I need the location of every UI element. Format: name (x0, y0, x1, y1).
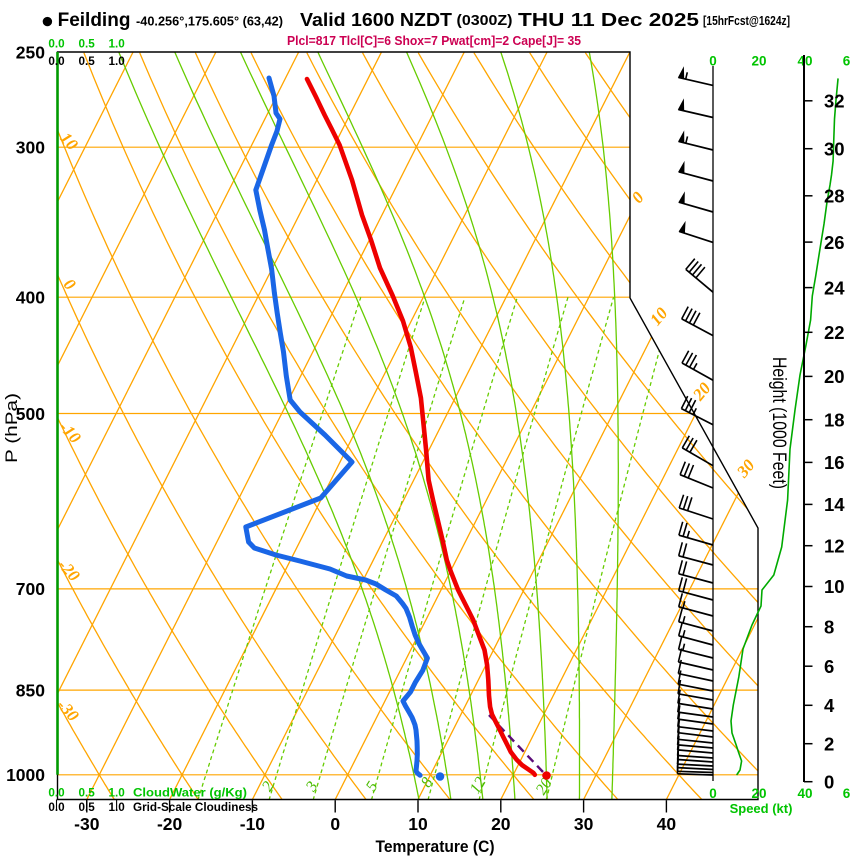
svg-text:0.0: 0.0 (48, 55, 65, 68)
svg-text:850: 850 (16, 680, 45, 700)
svg-text:-30: -30 (74, 814, 100, 834)
svg-text:400: 400 (16, 288, 45, 308)
svg-text:14: 14 (824, 494, 845, 515)
svg-text:THU 11 Dec 2025: THU 11 Dec 2025 (518, 9, 699, 30)
svg-text:-20: -20 (157, 814, 183, 834)
svg-text:8: 8 (824, 616, 834, 637)
svg-text:10: 10 (408, 814, 428, 834)
svg-text:28: 28 (824, 186, 845, 207)
svg-text:20: 20 (751, 54, 766, 69)
svg-text:1.0: 1.0 (108, 55, 125, 68)
svg-text:22: 22 (824, 322, 845, 343)
svg-text:0: 0 (330, 814, 340, 834)
svg-text:12: 12 (467, 774, 490, 797)
svg-text:0.0: 0.0 (48, 787, 65, 800)
svg-text:1.0: 1.0 (108, 38, 125, 51)
svg-text:32: 32 (824, 91, 845, 112)
svg-text:Height (1000 Feet): Height (1000 Feet) (768, 357, 789, 489)
svg-text:Plcl=817 Tlcl[C]=6 Shox=7 Pwat: Plcl=817 Tlcl[C]=6 Shox=7 Pwat[cm]=2 Cap… (287, 33, 581, 48)
svg-text:(0300Z): (0300Z) (457, 13, 513, 29)
svg-text:300: 300 (16, 138, 45, 158)
svg-text:Feilding: Feilding (58, 10, 131, 31)
svg-text:Temperature (C): Temperature (C) (376, 838, 495, 856)
svg-text:6: 6 (843, 54, 850, 69)
svg-text:20: 20 (751, 786, 766, 801)
svg-text:40: 40 (797, 786, 812, 801)
svg-text:0.5: 0.5 (78, 787, 95, 800)
svg-text:10: 10 (824, 576, 845, 597)
svg-text:Speed (kt): Speed (kt) (730, 801, 793, 816)
svg-text:0.5: 0.5 (78, 55, 95, 68)
svg-text:0: 0 (824, 771, 834, 792)
svg-text:CloudWater (g/Kg): CloudWater (g/Kg) (133, 787, 247, 800)
svg-text:30: 30 (574, 814, 594, 834)
svg-text:1.0: 1.0 (108, 787, 125, 800)
svg-text:18: 18 (824, 409, 845, 430)
svg-text:20: 20 (824, 366, 845, 387)
svg-text:6: 6 (824, 656, 834, 677)
svg-text:12: 12 (824, 535, 845, 556)
svg-text:4: 4 (824, 695, 835, 716)
svg-text:20: 20 (491, 814, 511, 834)
svg-text:0.5: 0.5 (78, 38, 95, 51)
svg-text:-10: -10 (240, 814, 266, 834)
svg-text:40: 40 (657, 814, 677, 834)
svg-text:-40.256°,175.605° (63,42): -40.256°,175.605° (63,42) (136, 14, 283, 29)
svg-text:250: 250 (16, 42, 45, 62)
svg-text:Grid-Scale Cloudiness: Grid-Scale Cloudiness (133, 801, 258, 814)
svg-text:0.0: 0.0 (48, 38, 65, 51)
svg-text:26: 26 (824, 232, 845, 253)
svg-text:2: 2 (824, 733, 834, 754)
svg-text:Valid 1600 NZDT: Valid 1600 NZDT (300, 9, 453, 30)
svg-text:P (hPa): P (hPa) (2, 393, 21, 463)
svg-text:30: 30 (824, 138, 845, 159)
svg-text:0: 0 (709, 54, 717, 69)
svg-text:1000: 1000 (6, 765, 45, 785)
svg-text:16: 16 (824, 452, 845, 473)
svg-text:0: 0 (709, 786, 717, 801)
svg-text:20: 20 (533, 775, 556, 798)
svg-text:[15hrFcst@1624z]: [15hrFcst@1624z] (703, 13, 790, 28)
svg-text:700: 700 (16, 579, 45, 599)
svg-text:24: 24 (824, 277, 845, 298)
svg-text:500: 500 (16, 404, 45, 424)
svg-text:6: 6 (843, 786, 850, 801)
